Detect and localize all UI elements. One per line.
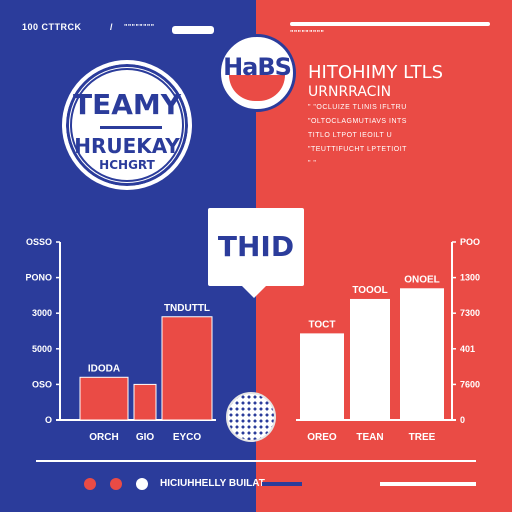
callout-word: THID (217, 230, 295, 263)
chart-right-tick-label: 7600 (460, 379, 480, 389)
chart-left-bar-label: IDODA (88, 363, 120, 374)
footer-dot-white (136, 478, 148, 490)
chart-left-tick-label: OSSO (26, 237, 52, 247)
chart-left-tick-label: 3000 (32, 308, 52, 318)
header-sub-left: """""""" (124, 24, 155, 31)
body-line-2: "OLTOCLAGMUTIAVS INTS (308, 118, 407, 125)
footer-text: HICIUHHELLY BUILAT (160, 478, 265, 489)
chart-right-tick-label: POO (460, 237, 480, 247)
badge-subtitle: HRUEKAY (74, 134, 180, 158)
chart-right-bar (300, 333, 344, 420)
badge-title: TEAMY (72, 88, 182, 121)
headline-title: HITOHIMY LTLS (308, 62, 444, 83)
body-line-1: " "OCLUIZE TLINIS IFLTRU (308, 104, 407, 111)
chart-right-bar-label: TOOOL (352, 285, 387, 296)
header-code-right: """"""""" (290, 30, 325, 37)
hockey-logo: HaBS (218, 34, 296, 112)
chart-left-bar (79, 376, 129, 421)
chart-right-category-label: OREO (307, 432, 337, 443)
chart-right-category-label: TEAN (356, 432, 383, 443)
body-line-4: "TEUTTIFUCHT LPTETIOIT (308, 146, 407, 153)
team-badge: TEAMY HRUEKAY HCHGRT (62, 60, 192, 190)
chart-right-tick-label: 401 (460, 344, 475, 354)
chart-left-tick-label: O (45, 415, 52, 425)
chart-left-tick-label: 5000 (32, 344, 52, 354)
chart-right-tick-label: 1300 (460, 273, 480, 283)
chart-left-tick-label: PONO (25, 273, 52, 283)
chart-right-bar (350, 298, 390, 420)
body-line-5: " " (308, 160, 317, 167)
chart-left-bar (133, 383, 157, 421)
footer-dot-red-2 (110, 478, 122, 490)
chart-right-tick-label: 0 (460, 415, 465, 425)
badge-divider (100, 126, 162, 129)
chart-left-category-label: EYCO (173, 432, 202, 443)
headline-subtitle: URNRRACIN (308, 84, 392, 100)
puck-pattern (226, 392, 276, 442)
chart-right-bar-label: ONOEL (404, 274, 440, 285)
callout-box: THID (208, 208, 304, 286)
logo-word: HaBS (223, 53, 292, 81)
chart-left-bar-label: TNDUTTL (164, 303, 210, 314)
chart-left-category-label: ORCH (89, 432, 118, 443)
badge-ring (70, 68, 184, 182)
chart-right-bar (400, 288, 444, 420)
header-code-left: 100 CTTRCK (22, 22, 82, 32)
footer-bar-white (380, 482, 476, 486)
chart-left-bar (161, 316, 213, 421)
header-pill-left (172, 26, 214, 34)
callout-tail (240, 284, 268, 298)
footer-rule (36, 460, 476, 462)
chart-right-bar-label: TOCT (308, 319, 335, 330)
badge-caption: HCHGRT (99, 158, 155, 172)
header-slash: / (110, 22, 114, 32)
chart-right-category-label: TREE (409, 432, 436, 443)
chart-right-tick-label: 7300 (460, 308, 480, 318)
chart-left-category-label: GIO (136, 432, 155, 443)
footer-dot-red-1 (84, 478, 96, 490)
chart-left-tick-label: OSO (32, 379, 52, 389)
footer-bar-blue (262, 482, 302, 486)
body-line-3: TITLO LTPOT IEOILT U (308, 132, 393, 139)
header-rule-right (290, 22, 490, 26)
